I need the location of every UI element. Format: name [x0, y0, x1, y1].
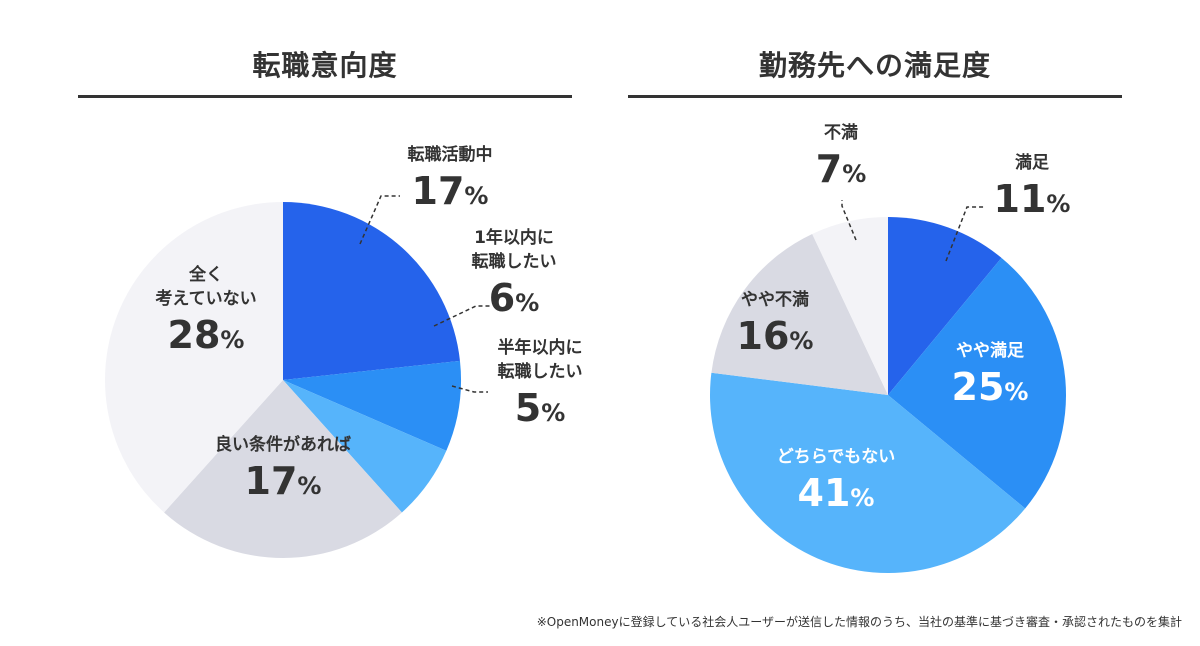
title-divider [78, 95, 572, 98]
pie-slice [888, 257, 1066, 509]
slice-label: 不満 7% [816, 122, 867, 191]
pie-slice [711, 233, 888, 395]
leader-line [841, 200, 857, 241]
slice-value: 7% [816, 147, 867, 191]
pie-slice [283, 360, 462, 451]
pie-slice [812, 217, 888, 395]
chart-panel-turnover-intent: 転職意向度 転職活動中 17% 1年以内に 転職したい 6% 半年以内に 転職したい 5% 良い… [78, 0, 583, 600]
slice-value: 17% [245, 459, 322, 503]
slice-label-text: 良い条件があれば [215, 434, 351, 455]
slice-value: 11% [994, 177, 1071, 221]
slice-value: 16% [737, 314, 814, 358]
slice-value: 25% [952, 365, 1029, 409]
slice-label: 転職活動中 17% [408, 144, 493, 213]
chart-title: 勤務先への満足度 [758, 49, 991, 82]
slice-label-text: やや満足 [956, 340, 1024, 361]
chart-panel-satisfaction: 勤務先への満足度 満足 11% やや満足 25% どちらでもない 41% やや不満 16% 不満… [628, 0, 1122, 600]
pie-slice [283, 202, 460, 380]
footnote: ※OpenMoneyに登録している社会人ユーザーが送信した情報のうち、当社の基準… [536, 615, 1182, 629]
slice-label-text: やや不満 [741, 289, 809, 310]
slice-label-text: 転職活動中 [408, 144, 493, 165]
slice-label: 満足 11% [994, 152, 1071, 221]
slice-label-text: 転職したい [472, 251, 557, 272]
pie-chart-turnover-intent: 転職活動中17%1年以内に転職したい6%半年以内に転職したい5%良い条件があれば… [104, 144, 583, 558]
slice-label-text: 不満 [824, 122, 858, 143]
slice-label-text: 半年以内に [498, 337, 583, 358]
chart-title: 転職意向度 [252, 49, 398, 82]
pie-slice [104, 202, 283, 513]
slice-value: 41% [798, 471, 875, 515]
pie-slice [710, 372, 1026, 574]
slice-value: 6% [489, 276, 540, 320]
slice-label: やや不満 16% [737, 289, 814, 358]
pie-slice [283, 380, 447, 513]
title-divider [628, 95, 1122, 98]
slice-label-text: 考えていない [154, 288, 256, 309]
leader-line [433, 305, 490, 327]
pie-slice [164, 380, 402, 558]
slice-label: 良い条件があれば 17% [215, 434, 351, 503]
leader-line [945, 206, 985, 262]
slice-label-text: どちらでもない [777, 447, 896, 467]
leader-line [359, 195, 400, 245]
slice-label-text: 全く [188, 264, 223, 285]
slice-label-text: 転職したい [498, 361, 583, 382]
slice-label-text: 1年以内に [474, 227, 554, 248]
pie-slice [888, 217, 1002, 395]
slice-label: どちらでもない 41% [777, 447, 896, 515]
slice-label-text: 満足 [1015, 152, 1049, 173]
slice-value: 17% [412, 169, 489, 213]
pie-chart-satisfaction: 満足 11% やや満足 25% どちらでもない 41% やや不満 16% 不満 7% [710, 122, 1071, 574]
slice-label: やや満足 25% [952, 340, 1029, 409]
slice-value: 28% [168, 313, 245, 357]
leader-line [451, 385, 488, 393]
slice-value: 5% [515, 386, 566, 430]
